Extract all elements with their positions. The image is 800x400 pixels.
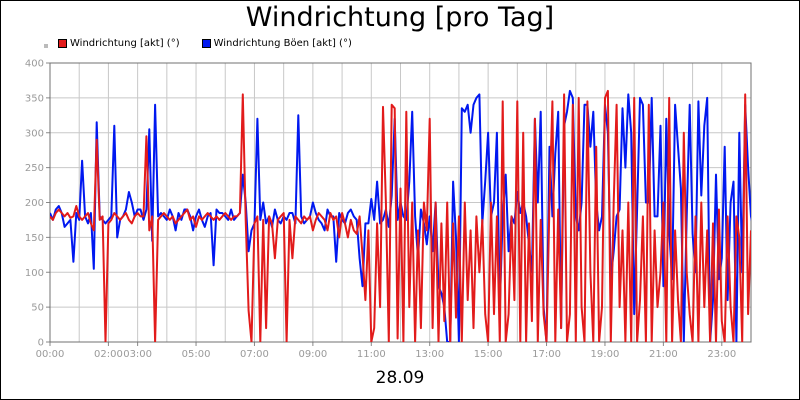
- legend-swatch-red: [58, 39, 67, 48]
- legend-label-boeen: Windrichtung Böen [akt] (°): [213, 38, 352, 49]
- x-tick-label: 00:00: [36, 349, 65, 360]
- x-tick-label: 13:00: [415, 349, 444, 360]
- x-tick-label: 11:00: [357, 349, 386, 360]
- x-tick-label: 03:00: [123, 349, 152, 360]
- legend-label-windrichtung: Windrichtung [akt] (°): [70, 38, 180, 49]
- legend: Windrichtung [akt] (°) Windrichtung Böen…: [44, 38, 374, 49]
- y-tick-label: 350: [25, 93, 44, 104]
- y-tick-label: 200: [25, 198, 44, 209]
- chart-title: Windrichtung [pro Tag]: [245, 2, 555, 33]
- y-tick-label: 0: [38, 338, 44, 349]
- x-tick-label: 05:00: [182, 349, 211, 360]
- x-axis-title: 28.09: [375, 368, 425, 388]
- y-tick-label: 250: [25, 163, 44, 174]
- y-tick-label: 300: [25, 128, 44, 139]
- legend-dot-icon: [44, 43, 48, 48]
- legend-swatch-blue: [201, 39, 211, 48]
- x-tick-label: 19:00: [591, 349, 620, 360]
- x-tick-label: 21:00: [649, 349, 678, 360]
- y-tick-label: 150: [25, 233, 44, 244]
- x-tick-label: 07:00: [240, 349, 269, 360]
- x-tick-label: 09:00: [298, 349, 327, 360]
- y-tick-label: 100: [25, 268, 44, 279]
- x-tick-label: 15:00: [474, 349, 503, 360]
- legend-entry-windrichtung: Windrichtung [akt] (°): [58, 38, 180, 49]
- series-line-windrichtung: [50, 89, 751, 342]
- x-tick-label: 17:00: [532, 349, 561, 360]
- legend-entry-boeen: Windrichtung Böen [akt] (°): [201, 38, 352, 49]
- x-tick-label: 02:00: [94, 349, 123, 360]
- x-tick-label: 23:00: [707, 349, 736, 360]
- y-tick-label: 400: [25, 59, 44, 70]
- y-tick-label: 50: [31, 303, 44, 314]
